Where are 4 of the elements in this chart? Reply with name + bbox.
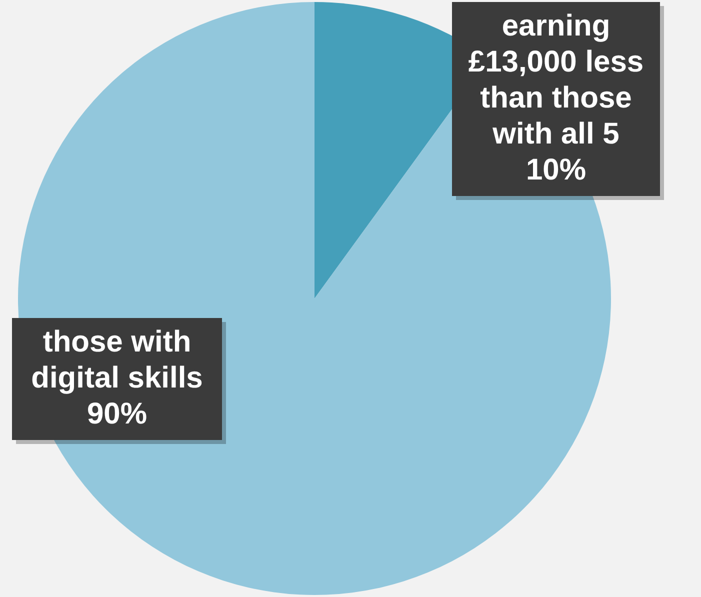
slice-label: those with digital skills — [31, 325, 203, 394]
data-label: 10% — [526, 153, 586, 186]
data-label: 90% — [86, 397, 148, 430]
slice-label: earning £13,000 less than those with all 5 — [468, 9, 644, 150]
